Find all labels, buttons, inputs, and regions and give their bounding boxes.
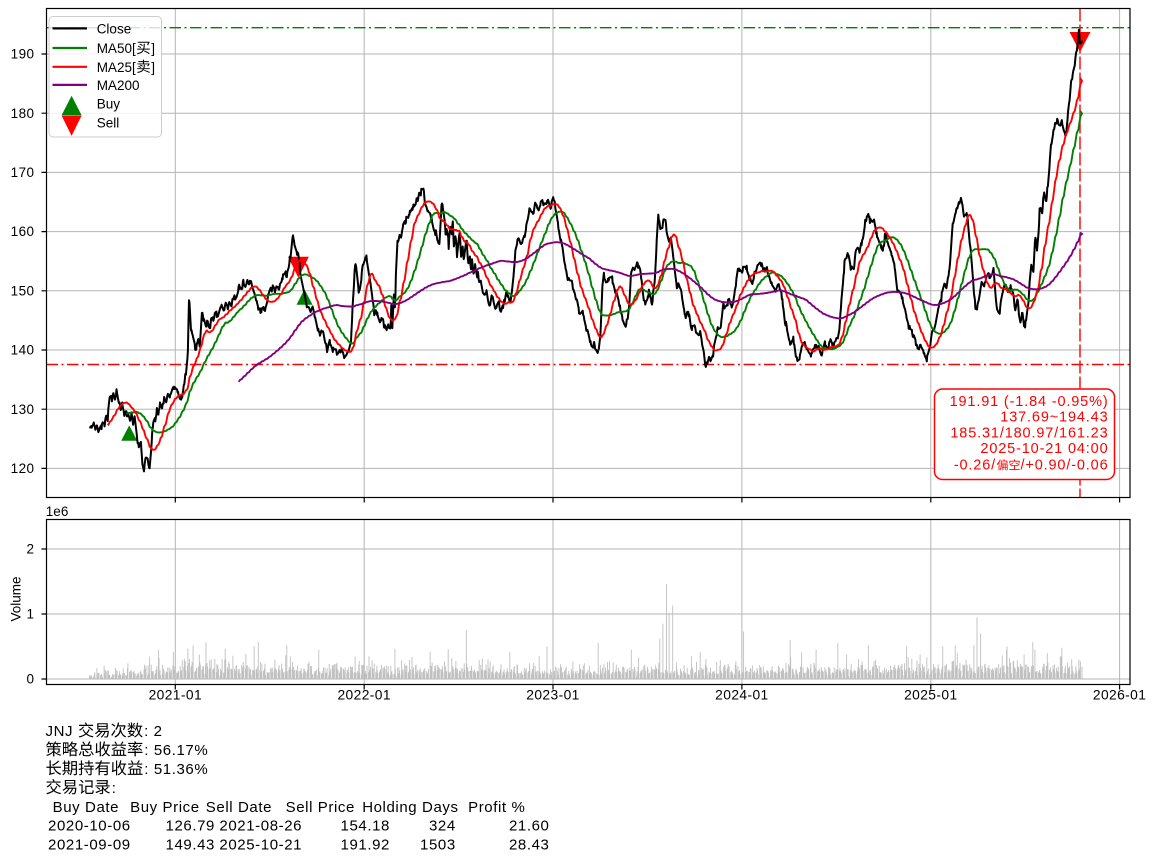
svg-text:2021-01: 2021-01 [149,687,202,702]
svg-text:1: 1 [26,607,34,622]
svg-text:160: 160 [11,224,35,239]
svg-text:120: 120 [11,461,35,476]
svg-text:MA25[: MA25[ [97,60,136,75]
svg-text:2025-10-21 04:00: 2025-10-21 04:00 [980,441,1108,457]
svg-text:324: 324 [429,818,456,835]
svg-text:2021-08-26: 2021-08-26 [219,818,302,835]
svg-text:2024-01: 2024-01 [715,687,768,702]
svg-text:150: 150 [11,283,35,298]
svg-text:185.31/180.97/161.23: 185.31/180.97/161.23 [950,425,1108,441]
svg-text:Profit %: Profit % [468,799,525,816]
svg-text:28.43: 28.43 [509,837,550,854]
svg-text:2025-01: 2025-01 [904,687,957,702]
svg-text:130: 130 [11,402,35,417]
svg-text:Volume: Volume [9,576,24,621]
svg-text:149.43: 149.43 [166,837,215,854]
svg-text:Buy: Buy [97,97,121,112]
svg-text:0: 0 [26,672,34,687]
svg-text:21.60: 21.60 [509,818,550,835]
svg-text:126.79: 126.79 [166,818,215,835]
svg-text:1503: 1503 [420,837,456,854]
svg-text:Close: Close [97,21,132,36]
svg-text:/+0.90/-0.06: /+0.90/-0.06 [1021,457,1109,473]
svg-text:2026-01: 2026-01 [1093,687,1146,702]
svg-text:-0.26/: -0.26/ [954,457,996,473]
svg-text:MA200: MA200 [97,78,140,93]
svg-text:]: ] [151,60,155,75]
svg-text:2022-01: 2022-01 [337,687,390,702]
svg-text:]: ] [151,41,155,56]
svg-text:Sell Price: Sell Price [286,799,355,816]
svg-text:137.69~194.43: 137.69~194.43 [1000,410,1108,426]
svg-text:191.92: 191.92 [341,837,390,854]
svg-text:Sell: Sell [97,116,120,131]
svg-text:2: 2 [26,542,34,557]
svg-text:140: 140 [11,343,35,358]
svg-text:MA50[: MA50[ [97,41,136,56]
svg-text:JNJ: JNJ [46,723,74,740]
svg-text:154.18: 154.18 [341,818,390,835]
svg-text:2021-09-09: 2021-09-09 [48,837,131,854]
svg-text:Holding Days: Holding Days [362,799,458,816]
svg-text:: 51.36%: : 51.36% [144,761,208,778]
svg-text:180: 180 [11,106,35,121]
svg-text:Sell Date: Sell Date [206,799,272,816]
svg-text:191.91 (-1.84 -0.95%): 191.91 (-1.84 -0.95%) [950,394,1109,410]
svg-text:170: 170 [11,165,35,180]
svg-text:: 56.17%: : 56.17% [144,742,208,759]
svg-text:190: 190 [11,47,35,62]
svg-text:: 2: : 2 [144,723,162,740]
svg-text:2020-10-06: 2020-10-06 [48,818,131,835]
svg-text:Buy Date: Buy Date [53,799,120,816]
svg-text:2023-01: 2023-01 [526,687,579,702]
svg-text::: : [112,780,117,797]
svg-text:2025-10-21: 2025-10-21 [219,837,302,854]
svg-text:Buy Price: Buy Price [130,799,200,816]
svg-text:1e6: 1e6 [46,504,69,519]
